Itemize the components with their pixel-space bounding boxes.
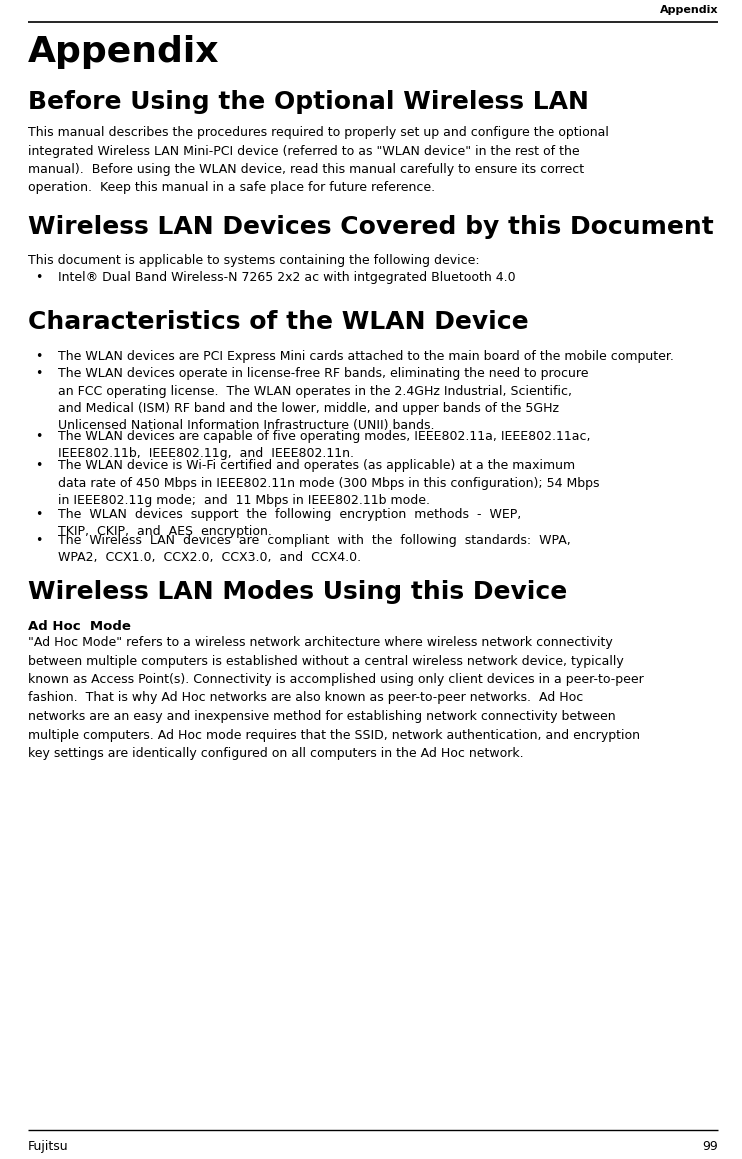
Text: Appendix: Appendix [660, 5, 718, 15]
Text: Wireless LAN Devices Covered by this Document: Wireless LAN Devices Covered by this Doc… [28, 216, 714, 239]
Text: •: • [36, 534, 43, 547]
Text: •: • [36, 459, 43, 472]
Text: The WLAN device is Wi-Fi certified and operates (as applicable) at a the maximum: The WLAN device is Wi-Fi certified and o… [58, 459, 600, 506]
Text: Characteristics of the WLAN Device: Characteristics of the WLAN Device [28, 309, 529, 334]
Text: •: • [36, 430, 43, 443]
Text: This document is applicable to systems containing the following device:: This document is applicable to systems c… [28, 254, 480, 267]
Text: •: • [36, 367, 43, 380]
Text: The  Wireless  LAN  devices  are  compliant  with  the  following  standards:  W: The Wireless LAN devices are compliant w… [58, 534, 571, 564]
Text: The WLAN devices operate in license-free RF bands, eliminating the need to procu: The WLAN devices operate in license-free… [58, 367, 588, 432]
Text: •: • [36, 508, 43, 522]
Text: Wireless LAN Modes Using this Device: Wireless LAN Modes Using this Device [28, 580, 568, 604]
Text: Fujitsu: Fujitsu [28, 1140, 69, 1153]
Text: •: • [36, 271, 43, 284]
Text: Ad Hoc  Mode: Ad Hoc Mode [28, 620, 131, 633]
Text: This manual describes the procedures required to properly set up and configure t: This manual describes the procedures req… [28, 126, 609, 195]
Text: 99: 99 [703, 1140, 718, 1153]
Text: Before Using the Optional Wireless LAN: Before Using the Optional Wireless LAN [28, 90, 589, 114]
Text: Appendix: Appendix [28, 35, 220, 70]
Text: •: • [36, 350, 43, 363]
Text: "Ad Hoc Mode" refers to a wireless network architecture where wireless network c: "Ad Hoc Mode" refers to a wireless netwo… [28, 636, 644, 760]
Text: The  WLAN  devices  support  the  following  encryption  methods  -  WEP,
TKIP, : The WLAN devices support the following e… [58, 508, 521, 539]
Text: The WLAN devices are PCI Express Mini cards attached to the main board of the mo: The WLAN devices are PCI Express Mini ca… [58, 350, 674, 363]
Text: The WLAN devices are capable of five operating modes, IEEE802.11a, IEEE802.11ac,: The WLAN devices are capable of five ope… [58, 430, 591, 460]
Text: Intel® Dual Band Wireless-N 7265 2x2 ac with intgegrated Bluetooth 4.0: Intel® Dual Band Wireless-N 7265 2x2 ac … [58, 271, 516, 284]
